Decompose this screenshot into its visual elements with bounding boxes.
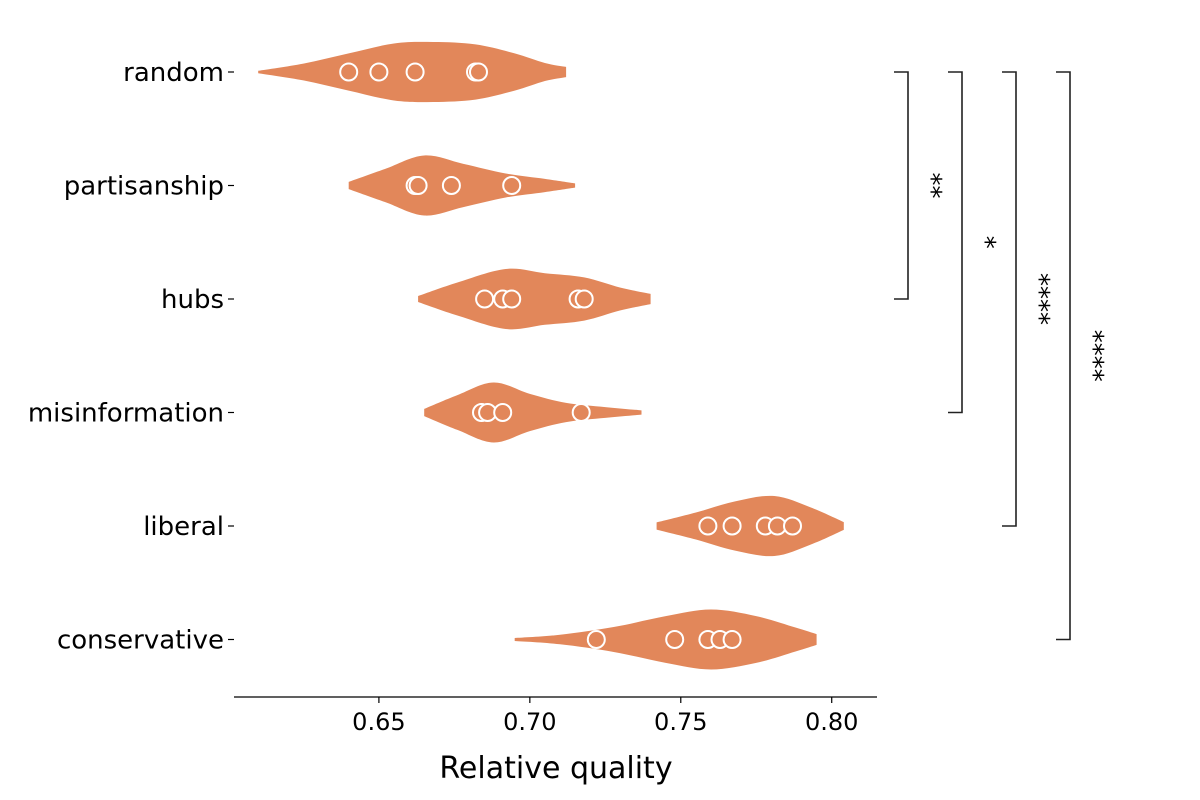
data-point-conservative-4 xyxy=(722,630,742,649)
significance-bracket-random-conservative xyxy=(1056,71,1071,641)
violins-layer xyxy=(258,41,844,670)
significance-label-random-misinformation: * xyxy=(970,236,1000,249)
data-point-partisanship-3 xyxy=(502,176,522,195)
significance-label-random-hubs: ** xyxy=(916,173,946,199)
y-tick-label-random: random xyxy=(123,58,224,88)
data-point-hubs-0 xyxy=(475,289,495,309)
data-point-liberal-0 xyxy=(698,516,718,536)
y-tick-label-misinformation: misinformation xyxy=(28,399,224,429)
data-point-partisanship-2 xyxy=(441,176,461,195)
y-tick-label-partisanship: partisanship xyxy=(64,172,224,202)
x-tick-label-0.65: 0.65 xyxy=(352,708,405,736)
y-tick-label-conservative: conservative xyxy=(57,626,224,656)
data-point-random-2 xyxy=(405,62,425,82)
x-tick-label-0.70: 0.70 xyxy=(503,708,556,736)
y-axis: random partisanship hubs misinformation libe… xyxy=(28,58,234,656)
significance-label-random-conservative: **** xyxy=(1078,330,1108,382)
violin-misinformation xyxy=(424,382,642,443)
significance-brackets: *********** xyxy=(894,71,1108,641)
significance-bracket-random-misinformation xyxy=(948,71,963,414)
violin-hubs xyxy=(418,268,651,330)
data-point-misinformation-2 xyxy=(493,403,513,422)
data-point-random-1 xyxy=(369,62,389,82)
data-point-liberal-1 xyxy=(722,516,742,536)
data-point-random-4 xyxy=(469,62,488,82)
significance-label-random-liberal: **** xyxy=(1024,273,1054,325)
x-tick-label-0.80: 0.80 xyxy=(805,708,858,736)
y-tick-label-hubs: hubs xyxy=(161,285,224,315)
violin-liberal xyxy=(656,495,844,557)
x-axis: 0.65 0.70 0.75 0.80 xyxy=(234,696,877,736)
data-point-random-0 xyxy=(339,62,359,82)
data-point-partisanship-1 xyxy=(408,176,428,195)
significance-bracket-random-hubs xyxy=(894,71,909,300)
x-axis-label: Relative quality xyxy=(439,751,672,786)
data-point-conservative-1 xyxy=(665,630,685,649)
y-tick-label-liberal: liberal xyxy=(143,512,224,542)
data-point-conservative-0 xyxy=(586,630,606,649)
data-point-hubs-2 xyxy=(502,289,522,309)
data-point-misinformation-3 xyxy=(571,403,591,422)
significance-bracket-random-liberal xyxy=(1002,71,1017,527)
data-point-liberal-4 xyxy=(783,516,802,536)
x-tick-label-0.75: 0.75 xyxy=(654,708,707,736)
data-point-hubs-4 xyxy=(574,289,594,309)
points-layer xyxy=(339,62,802,649)
violin-partisanship xyxy=(348,155,576,216)
